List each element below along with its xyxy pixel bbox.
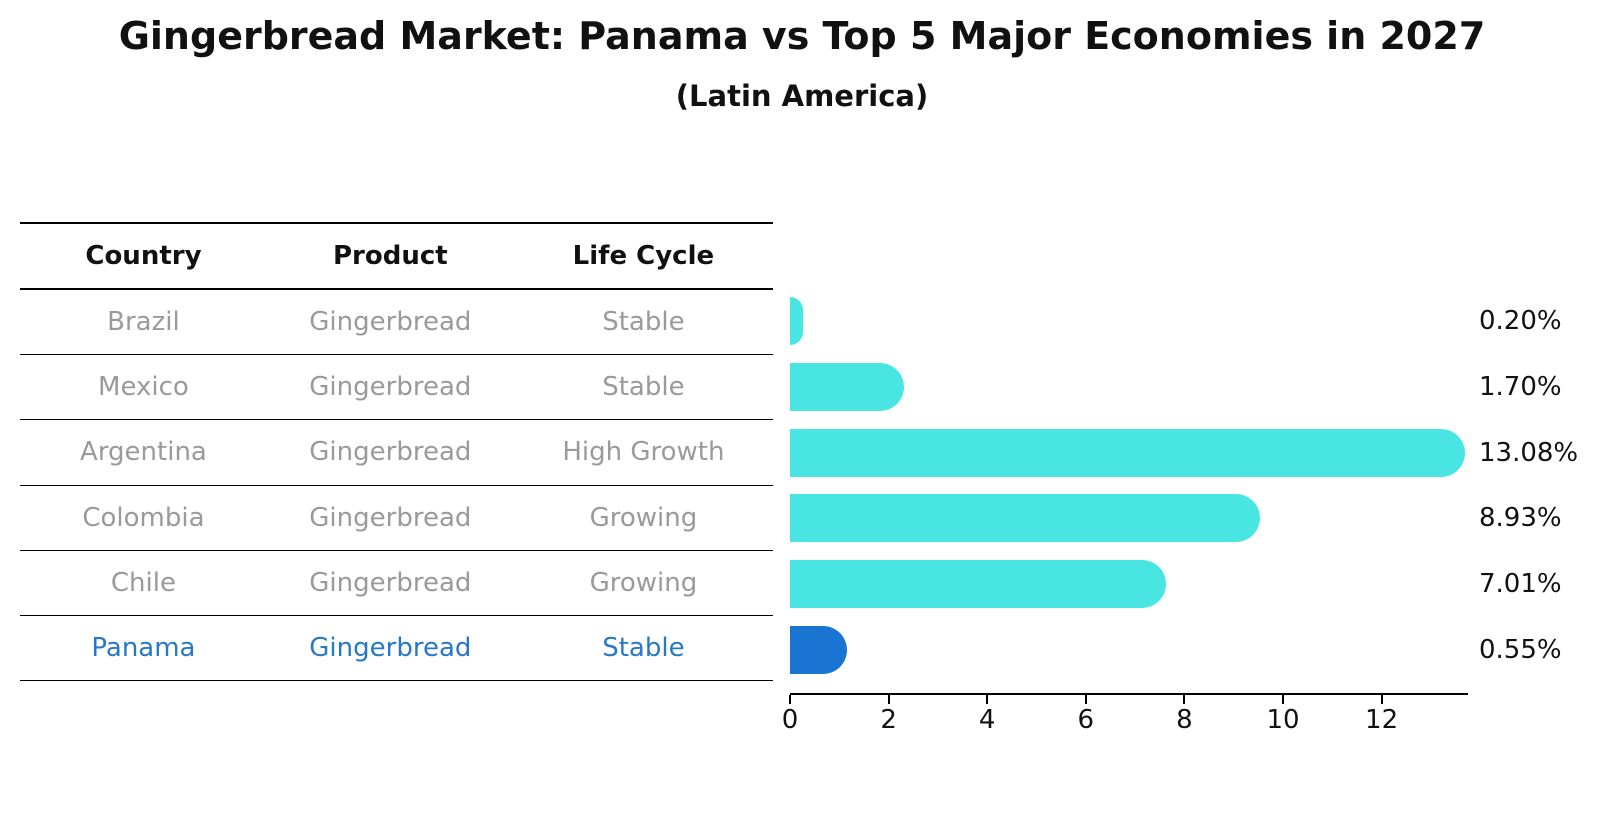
x-axis-tick-label: 6 bbox=[1077, 705, 1095, 735]
x-axis-tick bbox=[789, 695, 791, 704]
cell-life_cycle: Stable bbox=[602, 307, 685, 338]
table-row-chile: Chile Gingerbread Growing bbox=[20, 551, 773, 616]
table-row-colombia: Colombia Gingerbread Growing bbox=[20, 486, 773, 551]
page-subtitle: (Latin America) bbox=[675, 79, 929, 113]
cell-life_cycle: High Growth bbox=[562, 437, 725, 468]
cell-life_cycle: Growing bbox=[589, 567, 698, 598]
table-header-row: Country Product Life Cycle bbox=[20, 222, 773, 290]
data-table: Country Product Life Cycle Brazil Gingerbre… bbox=[20, 222, 773, 682]
bar-mexico bbox=[790, 362, 904, 411]
column-header-country: Country bbox=[85, 241, 202, 271]
bar-colombia bbox=[790, 494, 1261, 543]
cell-country: Colombia bbox=[82, 502, 205, 533]
bar-value-label-brazil: 0.20% bbox=[1479, 305, 1562, 336]
bar-value-label-mexico: 1.70% bbox=[1479, 371, 1562, 402]
cell-product: Gingerbread bbox=[309, 502, 472, 533]
x-axis-tick-label: 12 bbox=[1365, 705, 1399, 735]
page-title: Gingerbread Market: Panama vs Top 5 Majo… bbox=[118, 14, 1486, 58]
column-header-product: Product bbox=[332, 241, 448, 271]
x-axis-tick-label: 0 bbox=[781, 705, 799, 735]
cell-life_cycle: Stable bbox=[602, 372, 685, 403]
table-row-brazil: Brazil Gingerbread Stable bbox=[20, 290, 773, 356]
bar-argentina bbox=[790, 428, 1465, 477]
x-axis-line bbox=[790, 693, 1468, 695]
bar-chile bbox=[790, 560, 1166, 609]
bar-brazil bbox=[790, 297, 803, 345]
bar-value-label-argentina: 13.08% bbox=[1479, 437, 1579, 468]
bar-value-label-chile: 7.01% bbox=[1479, 569, 1562, 600]
cell-country: Mexico bbox=[98, 372, 189, 403]
x-axis-tick bbox=[1282, 695, 1284, 704]
cell-product: Gingerbread bbox=[309, 437, 472, 468]
x-axis-tick-label: 8 bbox=[1176, 705, 1193, 735]
cell-country: Panama bbox=[91, 633, 196, 664]
x-axis-tick-label: 10 bbox=[1266, 705, 1300, 735]
cell-life_cycle: Stable bbox=[602, 633, 685, 664]
table-row-mexico: Mexico Gingerbread Stable bbox=[20, 355, 773, 421]
x-axis-tick bbox=[887, 695, 890, 704]
cell-product: Gingerbread bbox=[309, 307, 472, 338]
x-axis-tick bbox=[1380, 695, 1383, 704]
bar-chart-plot-area bbox=[790, 288, 1468, 683]
cell-life_cycle: Growing bbox=[589, 502, 698, 533]
bar-value-label-colombia: 8.93% bbox=[1479, 503, 1562, 534]
cell-product: Gingerbread bbox=[309, 372, 472, 403]
cell-country: Argentina bbox=[80, 437, 207, 468]
cell-country: Brazil bbox=[107, 307, 180, 338]
table-row-panama: Panama Gingerbread Stable bbox=[20, 616, 773, 682]
cell-product: Gingerbread bbox=[309, 567, 472, 598]
cell-product: Gingerbread bbox=[309, 633, 472, 664]
x-axis-tick bbox=[1183, 695, 1186, 704]
x-axis-tick bbox=[1084, 695, 1087, 704]
bar-panama bbox=[790, 626, 848, 675]
bar-value-label-panama: 0.55% bbox=[1479, 635, 1562, 666]
x-axis-tick-label: 4 bbox=[978, 705, 996, 735]
cell-country: Chile bbox=[110, 567, 176, 598]
table-row-argentina: Argentina Gingerbread High Growth bbox=[20, 420, 773, 486]
x-axis-tick bbox=[986, 695, 989, 704]
column-header-life_cycle: Life Cycle bbox=[572, 241, 715, 271]
x-axis-tick-label: 2 bbox=[880, 705, 897, 735]
